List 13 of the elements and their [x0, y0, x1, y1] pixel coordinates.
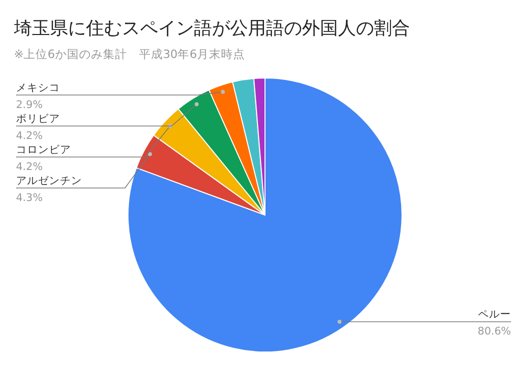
- data-label: 4.3%: [16, 192, 43, 204]
- chart-subtitle: ※上位6か国のみ集計 平成30年6月末時点: [14, 47, 245, 61]
- data-label: 4.2%: [16, 130, 43, 142]
- slice-label: コロンビア: [16, 144, 71, 156]
- slice-label: ボリビア: [16, 113, 60, 125]
- chart-title: 埼玉県に住むスペイン語が公用語の外国人の割合: [13, 18, 410, 39]
- slice-label: アルゼンチン: [16, 175, 82, 187]
- data-label: 2.9%: [16, 99, 43, 111]
- pie-slice: [128, 78, 402, 352]
- data-label: 4.2%: [16, 161, 43, 173]
- slice-label: ペルー: [478, 308, 511, 321]
- slice-label: メキシコ: [16, 82, 60, 94]
- data-label: 80.6%: [478, 326, 512, 338]
